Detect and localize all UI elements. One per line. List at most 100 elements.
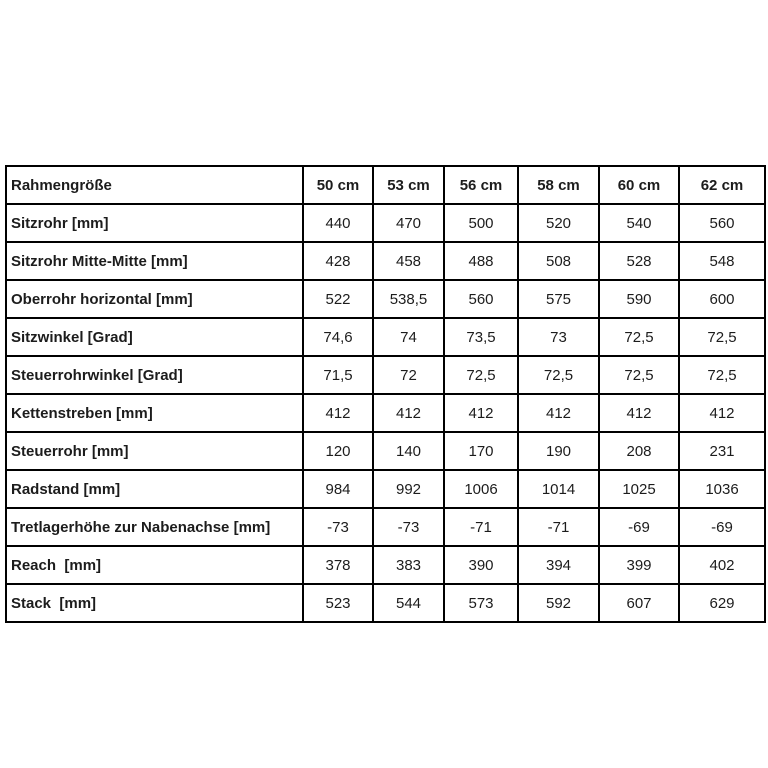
cell-value: 208 [598, 431, 680, 471]
cell-value: 984 [302, 469, 374, 509]
cell-value: 575 [517, 279, 600, 319]
cell-value: 560 [443, 279, 519, 319]
cell-value: 74 [372, 317, 445, 357]
cell-value: 170 [443, 431, 519, 471]
row-label: Tretlagerhöhe zur Nabenachse [mm] [5, 507, 304, 547]
cell-value: 72,5 [517, 355, 600, 395]
cell-value: 74,6 [302, 317, 374, 357]
cell-value: 458 [372, 241, 445, 281]
cell-value: 190 [517, 431, 600, 471]
header-size-2: 56 cm [443, 165, 519, 205]
cell-value: 378 [302, 545, 374, 585]
header-label: Rahmengröße [5, 165, 304, 205]
cell-value: 72,5 [598, 355, 680, 395]
cell-value: -71 [517, 507, 600, 547]
row-label: Stack [mm] [5, 583, 304, 623]
cell-value: -69 [678, 507, 766, 547]
table-row: Reach [mm] 378 383 390 394 399 402 [5, 545, 766, 585]
cell-value: 500 [443, 203, 519, 243]
cell-value: 394 [517, 545, 600, 585]
cell-value: 412 [517, 393, 600, 433]
table-row: Sitzwinkel [Grad] 74,6 74 73,5 73 72,5 72,5 [5, 317, 766, 357]
cell-value: 573 [443, 583, 519, 623]
header-size-1: 53 cm [372, 165, 445, 205]
cell-value: 72,5 [443, 355, 519, 395]
cell-value: 548 [678, 241, 766, 281]
cell-value: 440 [302, 203, 374, 243]
cell-value: 73,5 [443, 317, 519, 357]
cell-value: 1006 [443, 469, 519, 509]
cell-value: 72,5 [678, 317, 766, 357]
cell-value: 140 [372, 431, 445, 471]
table-row: Steuerrohr [mm] 120 140 170 190 208 231 [5, 431, 766, 471]
row-label: Sitzrohr [mm] [5, 203, 304, 243]
cell-value: 523 [302, 583, 374, 623]
cell-value: 607 [598, 583, 680, 623]
row-label: Sitzrohr Mitte-Mitte [mm] [5, 241, 304, 281]
cell-value: 71,5 [302, 355, 374, 395]
cell-value: 590 [598, 279, 680, 319]
cell-value: 992 [372, 469, 445, 509]
table-row: Steuerrohrwinkel [Grad] 71,5 72 72,5 72,5 72,… [5, 355, 766, 395]
table-row: Sitzrohr [mm] 440 470 500 520 540 560 [5, 203, 766, 243]
cell-value: 73 [517, 317, 600, 357]
cell-value: 428 [302, 241, 374, 281]
header-size-4: 60 cm [598, 165, 680, 205]
row-label: Steuerrohr [mm] [5, 431, 304, 471]
cell-value: 412 [678, 393, 766, 433]
header-size-3: 58 cm [517, 165, 600, 205]
row-label: Radstand [mm] [5, 469, 304, 509]
table-body: Sitzrohr [mm] 440 470 500 520 540 560 Sitzrohr … [5, 203, 766, 623]
cell-value: 528 [598, 241, 680, 281]
cell-value: 488 [443, 241, 519, 281]
row-label: Sitzwinkel [Grad] [5, 317, 304, 357]
cell-value: 538,5 [372, 279, 445, 319]
table-row: Radstand [mm] 984 992 1006 1014 1025 1036 [5, 469, 766, 509]
cell-value: 72,5 [598, 317, 680, 357]
cell-value: 412 [372, 393, 445, 433]
cell-value: 592 [517, 583, 600, 623]
cell-value: -73 [302, 507, 374, 547]
cell-value: 508 [517, 241, 600, 281]
cell-value: 1036 [678, 469, 766, 509]
table-row: Sitzrohr Mitte-Mitte [mm] 428 458 488 508 528… [5, 241, 766, 281]
frame-geometry-table: Rahmengröße 50 cm 53 cm 56 cm 58 cm 60 cm 62 … [5, 165, 766, 623]
cell-value: 390 [443, 545, 519, 585]
cell-value: 560 [678, 203, 766, 243]
cell-value: 470 [372, 203, 445, 243]
row-label: Kettenstreben [mm] [5, 393, 304, 433]
cell-value: 540 [598, 203, 680, 243]
table-row: Tretlagerhöhe zur Nabenachse [mm] -73 -73-… [5, 507, 766, 547]
table-header: Rahmengröße 50 cm 53 cm 56 cm 58 cm 60 cm 62 … [5, 165, 766, 205]
cell-value: 412 [443, 393, 519, 433]
row-label: Oberrohr horizontal [mm] [5, 279, 304, 319]
cell-value: 522 [302, 279, 374, 319]
cell-value: -73 [372, 507, 445, 547]
cell-value: 1014 [517, 469, 600, 509]
cell-value: 520 [517, 203, 600, 243]
cell-value: 120 [302, 431, 374, 471]
cell-value: 629 [678, 583, 766, 623]
header-row: Rahmengröße 50 cm 53 cm 56 cm 58 cm 60 cm 62 … [5, 165, 766, 205]
row-label: Steuerrohrwinkel [Grad] [5, 355, 304, 395]
header-size-5: 62 cm [678, 165, 766, 205]
cell-value: 72,5 [678, 355, 766, 395]
cell-value: 600 [678, 279, 766, 319]
cell-value: 1025 [598, 469, 680, 509]
cell-value: 402 [678, 545, 766, 585]
cell-value: 231 [678, 431, 766, 471]
cell-value: 544 [372, 583, 445, 623]
cell-value: 412 [302, 393, 374, 433]
row-label: Reach [mm] [5, 545, 304, 585]
table-row: Kettenstreben [mm] 412 412 412 412 412 412 [5, 393, 766, 433]
table-row: Oberrohr horizontal [mm] 522 538,5 560 575 59… [5, 279, 766, 319]
cell-value: 383 [372, 545, 445, 585]
cell-value: 399 [598, 545, 680, 585]
cell-value: 72 [372, 355, 445, 395]
cell-value: 412 [598, 393, 680, 433]
table-row: Stack [mm] 523 544 573 592 607 629 [5, 583, 766, 623]
header-size-0: 50 cm [302, 165, 374, 205]
cell-value: -69 [598, 507, 680, 547]
cell-value: -71 [443, 507, 519, 547]
